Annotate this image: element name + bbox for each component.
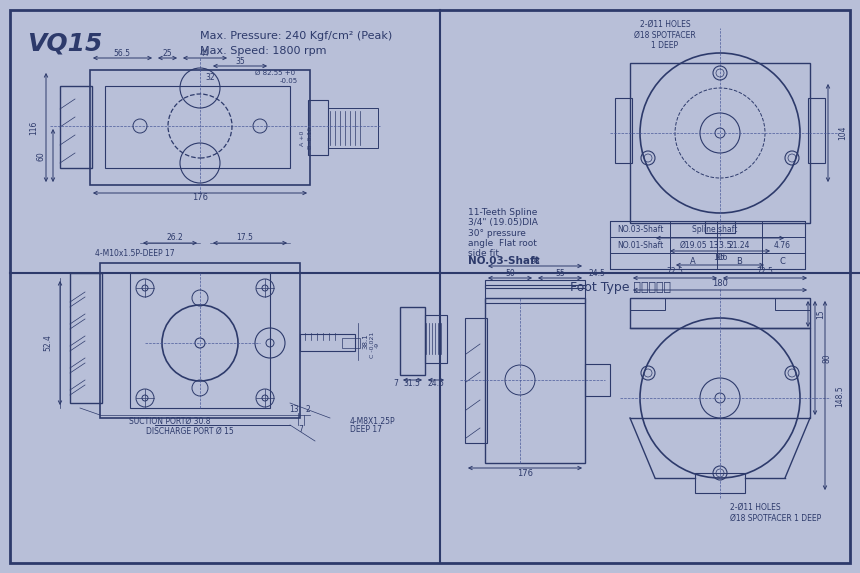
Text: 148.5: 148.5	[835, 385, 844, 407]
Text: 2-Ø11 HOLES
Ø18 SPOTFACER
1 DEEP: 2-Ø11 HOLES Ø18 SPOTFACER 1 DEEP	[634, 20, 696, 50]
Text: 176: 176	[192, 194, 208, 202]
Text: -0.05: -0.05	[280, 78, 298, 84]
Text: 52.4: 52.4	[43, 335, 52, 351]
Bar	[60, 86, 92, 168]
Bar	[90, 70, 310, 185]
Text: 4-M8X1.25P: 4-M8X1.25P	[350, 417, 396, 426]
Text: 95: 95	[716, 253, 725, 262]
Bar	[485, 285, 585, 303]
Text: NO.03-Shaft: NO.03-Shaft	[468, 256, 539, 266]
Text: 25: 25	[163, 49, 172, 58]
Text: 2: 2	[305, 406, 310, 414]
Bar	[400, 307, 425, 375]
Bar	[100, 263, 300, 418]
Text: NO.01-Shaft: NO.01-Shaft	[617, 241, 663, 249]
Text: 26.2: 26.2	[167, 234, 183, 242]
Bar	[705, 221, 735, 233]
Bar	[70, 273, 102, 403]
Text: 176: 176	[517, 469, 533, 477]
Text: 44: 44	[200, 49, 210, 58]
Text: A: A	[690, 257, 696, 265]
Text: 38.1: 38.1	[362, 333, 368, 349]
Text: 32: 32	[206, 73, 215, 83]
Text: 180: 180	[712, 278, 728, 288]
Text: Foot Type （脚座型）: Foot Type （脚座型）	[569, 281, 671, 295]
Text: 17.5: 17.5	[237, 234, 254, 242]
Text: 80: 80	[823, 353, 832, 363]
Text: 106: 106	[713, 253, 728, 261]
Text: 7: 7	[298, 425, 304, 434]
Text: 13: 13	[289, 406, 298, 414]
Bar	[630, 298, 665, 310]
Text: Max. Pressure: 240 Kgf/cm² (Peak): Max. Pressure: 240 Kgf/cm² (Peak)	[200, 31, 392, 41]
Bar	[342, 338, 360, 348]
Bar	[328, 108, 378, 148]
Text: 50: 50	[505, 269, 515, 277]
Text: 4-M10x1.5P-DEEP 17: 4-M10x1.5P-DEEP 17	[95, 249, 175, 257]
Text: 56.5: 56.5	[114, 49, 131, 58]
Bar	[465, 318, 487, 443]
Text: B: B	[736, 257, 742, 265]
Text: 31.5: 31.5	[403, 379, 421, 388]
Text: 104: 104	[838, 125, 847, 140]
Text: Ø19.05: Ø19.05	[679, 241, 707, 249]
Text: 7: 7	[394, 379, 398, 388]
Text: SUCTION PORTØ 30.8: SUCTION PORTØ 30.8	[129, 417, 211, 426]
Text: NO.03-Shaft: NO.03-Shaft	[617, 225, 663, 234]
Text: 2-Ø11 HOLES
Ø18 SPOTFACER 1 DEEP: 2-Ø11 HOLES Ø18 SPOTFACER 1 DEEP	[730, 503, 821, 523]
Text: 133.5: 133.5	[708, 241, 732, 249]
Text: 4.76: 4.76	[773, 241, 790, 249]
Bar	[695, 473, 745, 493]
Text: 116: 116	[29, 121, 38, 135]
Bar	[615, 98, 632, 163]
Text: C: C	[779, 257, 785, 265]
Text: 11-Teeth Spline
3/4" (19.05)DIA
30° pressure
angle  Flat root
side fit: 11-Teeth Spline 3/4" (19.05)DIA 30° pres…	[468, 207, 538, 258]
Bar	[425, 315, 447, 363]
Text: 98: 98	[530, 257, 540, 265]
Text: Spline shaft: Spline shaft	[692, 225, 738, 234]
Bar	[485, 298, 585, 463]
Text: 15: 15	[816, 309, 825, 319]
Text: B -0.16: B -0.16	[308, 127, 313, 149]
Bar	[610, 221, 805, 269]
Text: VQ15: VQ15	[28, 31, 102, 55]
Text: 55: 55	[555, 269, 565, 277]
Text: 24.5: 24.5	[427, 379, 445, 388]
Text: A +0: A +0	[300, 130, 305, 146]
Text: 72.5: 72.5	[757, 266, 773, 276]
Text: Max. Speed: 1800 rpm: Max. Speed: 1800 rpm	[200, 46, 327, 56]
Text: DISCHARGE PORT Ø 15: DISCHARGE PORT Ø 15	[146, 426, 234, 435]
Text: 60: 60	[36, 151, 45, 161]
Text: DEEP 17: DEEP 17	[350, 426, 382, 434]
Text: 35: 35	[235, 57, 245, 66]
Bar	[808, 98, 825, 163]
Bar	[585, 364, 610, 396]
Bar	[308, 100, 328, 155]
Text: 24.5: 24.5	[588, 269, 605, 277]
Text: C -0.021: C -0.021	[370, 332, 375, 358]
Bar	[485, 280, 585, 288]
Bar	[775, 298, 810, 310]
Text: Ø 82.55 +0: Ø 82.55 +0	[255, 70, 295, 76]
Text: 21.24: 21.24	[728, 241, 750, 249]
Bar	[130, 273, 270, 408]
Bar	[630, 63, 810, 223]
Text: -9: -9	[375, 342, 380, 348]
Bar	[630, 298, 810, 328]
Text: 72.5: 72.5	[666, 266, 684, 276]
Bar	[105, 86, 290, 168]
Bar	[300, 334, 355, 351]
